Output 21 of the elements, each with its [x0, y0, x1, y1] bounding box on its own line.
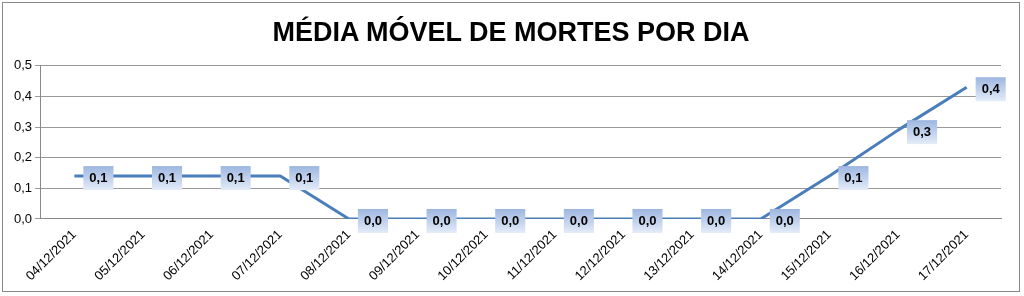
y-tick-label: 0,1 — [13, 179, 33, 195]
data-label: 0,1 — [226, 169, 245, 185]
data-label: 0,0 — [707, 212, 726, 228]
data-label: 0,0 — [638, 212, 657, 228]
data-label: 0,4 — [981, 80, 1001, 96]
data-label: 0,0 — [775, 212, 794, 228]
data-label: 0,1 — [295, 169, 314, 185]
data-label: 0,0 — [363, 212, 382, 228]
chart-title: MÉDIA MÓVEL DE MORTES POR DIA — [271, 17, 751, 48]
data-label: 0,0 — [501, 212, 520, 228]
y-tick-label: 0,5 — [13, 57, 33, 73]
data-label: 0,0 — [432, 212, 451, 228]
y-tick-label: 0,2 — [13, 149, 33, 165]
data-label: 0,3 — [913, 123, 932, 139]
data-label: 0,1 — [844, 169, 863, 185]
y-tick-label: 0,3 — [13, 118, 33, 134]
data-label: 0,1 — [157, 169, 177, 185]
y-tick-label: 0,0 — [13, 210, 33, 226]
y-tick-label: 0,4 — [13, 88, 33, 104]
data-label: 0,1 — [89, 169, 108, 185]
data-label: 0,0 — [569, 212, 588, 228]
